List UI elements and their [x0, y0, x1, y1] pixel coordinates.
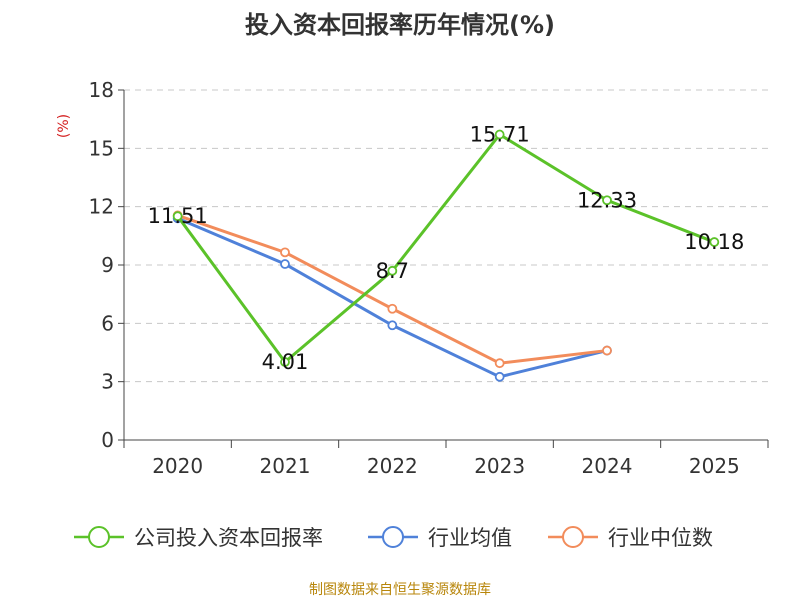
legend-swatch-marker	[562, 526, 584, 548]
data-point	[387, 265, 398, 276]
y-tick-label: 3	[101, 370, 114, 394]
data-point	[494, 129, 505, 140]
legend-item[interactable]: 行业中位数	[548, 526, 713, 550]
data-label: 10.18	[684, 230, 744, 254]
data-label: 4.01	[262, 350, 309, 374]
data-labels: 11.51 4.01 8.7 15.71 12.33 10.18	[148, 123, 745, 375]
y-tick-label: 15	[89, 136, 114, 160]
y-tick-label: 12	[89, 195, 114, 219]
legend-label: 行业中位数	[608, 526, 713, 550]
data-point	[172, 211, 183, 222]
legend-item[interactable]: 行业均值	[368, 526, 512, 550]
legend[interactable]: 公司投入资本回报率 行业均值 行业中位数	[74, 526, 713, 550]
data-point	[387, 320, 398, 331]
series-group	[172, 129, 720, 382]
x-tick-label: 2024	[582, 454, 633, 478]
axes: 0 3 6 9 12 15 18 2020 2021 2022 2023 2024 2025	[89, 78, 769, 478]
legend-label: 行业均值	[428, 526, 512, 550]
y-axis-label: (%)	[56, 114, 72, 138]
data-label: 15.71	[470, 123, 530, 147]
data-point	[280, 259, 290, 269]
data-point	[387, 303, 398, 314]
x-tick-label: 2025	[689, 454, 740, 478]
gridlines	[124, 89, 768, 383]
x-tick-label: 2023	[474, 454, 525, 478]
y-tick-label: 6	[101, 311, 114, 335]
series-line	[177, 216, 608, 379]
y-tick-label: 9	[101, 253, 114, 277]
x-tick-label: 2021	[260, 454, 311, 478]
y-tick-label: 18	[89, 78, 114, 102]
data-label: 12.33	[577, 188, 637, 212]
series-line	[176, 133, 715, 364]
data-label: 8.7	[376, 259, 409, 283]
data-point	[280, 357, 290, 367]
data-point	[602, 195, 612, 206]
series-line	[177, 213, 608, 365]
data-point	[602, 345, 612, 356]
y-tick-label: 0	[101, 428, 114, 452]
source-note: 制图数据来自恒生聚源数据库	[309, 582, 491, 598]
legend-swatch-marker	[88, 526, 110, 548]
data-point	[709, 237, 720, 247]
legend-swatch-marker	[382, 526, 404, 548]
legend-label: 公司投入资本回报率	[134, 526, 323, 550]
data-point	[494, 358, 505, 369]
x-tick-label: 2022	[367, 454, 418, 478]
data-label: 11.51	[148, 204, 208, 228]
legend-item[interactable]: 公司投入资本回报率	[74, 526, 323, 550]
x-tick-label: 2020	[152, 454, 203, 478]
chart-title: 投入资本回报率历年情况(%)	[245, 11, 555, 39]
data-point	[280, 247, 290, 258]
data-point	[494, 371, 505, 382]
